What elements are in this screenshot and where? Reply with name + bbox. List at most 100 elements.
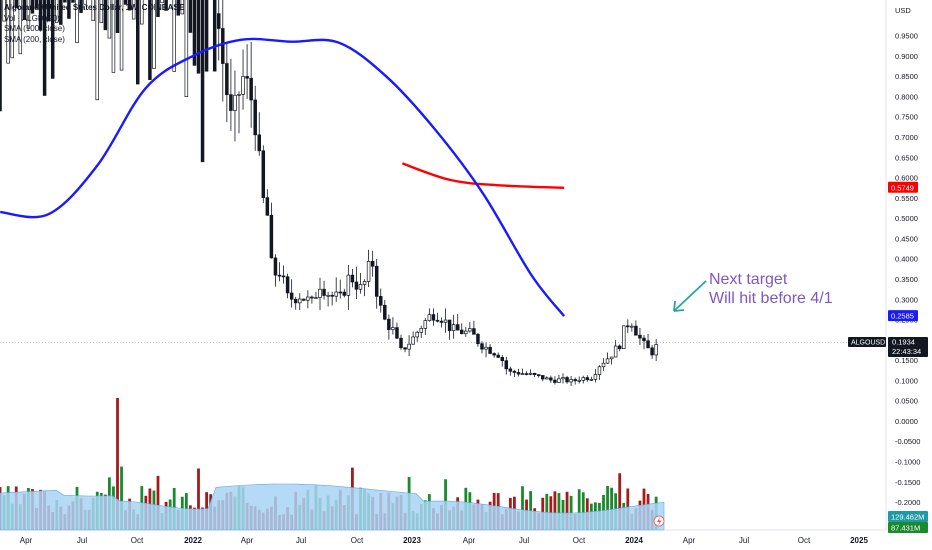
volume-ma-badge: 87.431M: [888, 522, 928, 533]
candle-body-down: [67, 0, 71, 19]
candle-body-down: [342, 291, 347, 296]
candle: [354, 266, 359, 300]
annotation-arrow-shaft: [673, 280, 707, 312]
candle-body-down: [638, 334, 642, 339]
time-tick-label: 2023: [403, 536, 421, 545]
candle-body-down: [383, 304, 387, 320]
volume-bar-up: [521, 486, 524, 530]
candle: [14, 0, 19, 8]
sma200-badge-text: 0.5749: [891, 183, 914, 192]
symbol-title[interactable]: Algorand / United States Dollar, 1W, COI…: [4, 3, 185, 12]
candle-body-down: [387, 318, 391, 330]
price-tick-label: 0.3500: [895, 275, 918, 284]
candle-body-down: [399, 337, 403, 349]
candle: [2, 0, 6, 22]
volume-bar-down: [116, 398, 119, 530]
candle: [638, 327, 642, 345]
candle-body-down: [617, 345, 622, 350]
candle-body-up: [569, 379, 573, 383]
candle-body-up: [241, 76, 245, 95]
candle-body-down: [79, 0, 83, 13]
candle-body-down: [265, 197, 270, 216]
candle-body-up: [411, 336, 415, 345]
price-tick-label: 0.8000: [895, 92, 918, 101]
candle-body-down: [200, 0, 205, 163]
candle-body-down: [350, 274, 355, 283]
candle-body-down: [71, 0, 75, 3]
sma100-legend[interactable]: SMA (100, close): [4, 24, 65, 33]
candle-body-up: [415, 331, 419, 338]
candle-body-up: [172, 0, 176, 72]
candle: [212, 0, 217, 72]
candle-body-down: [549, 377, 553, 381]
candle-body-up: [334, 291, 338, 297]
price-tick-label: 0.0500: [895, 397, 918, 406]
candle: [322, 280, 326, 300]
candle-body-down: [492, 353, 496, 356]
price-tick-label: 0.1500: [895, 356, 918, 365]
candle: [342, 288, 347, 298]
candle: [306, 290, 310, 309]
candle: [18, 0, 23, 55]
candle: [597, 365, 602, 380]
candle: [524, 371, 529, 376]
volume-bar-down: [197, 468, 200, 530]
candle-body-down: [281, 275, 286, 278]
candle-body-down: [204, 0, 209, 72]
candle: [6, 0, 10, 64]
candle: [476, 333, 480, 347]
candle: [289, 279, 294, 308]
candle: [334, 277, 338, 302]
candle: [460, 323, 464, 335]
candle-body-down: [488, 346, 492, 354]
candle: [391, 317, 395, 335]
candle-body-up: [111, 0, 116, 73]
candle-body-up: [91, 0, 95, 21]
candle: [593, 369, 598, 383]
currency-label: USD: [895, 6, 911, 15]
candle: [516, 368, 521, 377]
candle: [545, 376, 549, 380]
candle-body-down: [476, 333, 480, 345]
chart-legend: Algorand / United States Dollar, 1W, COI…: [4, 3, 184, 45]
volume-ma-area: [0, 483, 665, 531]
time-tick-label: Oct: [573, 536, 586, 545]
candle: [374, 258, 379, 309]
candle-body-up: [654, 344, 658, 356]
candle-body-down: [536, 374, 541, 376]
candle: [500, 355, 505, 367]
candle: [42, 0, 47, 96]
candle: [358, 272, 363, 294]
sma200-legend[interactable]: SMA (200, close): [4, 34, 65, 44]
candle-body-up: [601, 362, 606, 368]
candle-body-up: [318, 288, 322, 298]
time-tick-label: Apr: [20, 536, 33, 545]
vol-legend[interactable]: Vol · ALGD (20): [4, 13, 61, 23]
candle-body-up: [358, 284, 363, 290]
candle: [549, 375, 553, 383]
candle-body-down: [302, 298, 306, 301]
sma100-badge-text: 0.2585: [891, 312, 914, 321]
price-tick-label: 0.5000: [895, 214, 918, 223]
candle-body-down: [217, 13, 221, 29]
candle: [472, 320, 476, 335]
candle: [196, 0, 201, 74]
candle-body-down: [293, 298, 298, 304]
candle: [387, 314, 391, 340]
candle: [605, 352, 610, 364]
candle-body-up: [630, 325, 634, 328]
time-tick-label: Jul: [296, 536, 306, 545]
candle: [642, 335, 646, 350]
candle-body-up: [545, 377, 549, 380]
time-tick-label: 2025: [850, 536, 868, 545]
candle-body-up: [609, 356, 614, 360]
candle-body-down: [512, 370, 517, 373]
candle: [188, 0, 193, 33]
price-tick-label: 0.0000: [895, 417, 918, 426]
candle: [536, 374, 541, 378]
candle-body-down: [431, 314, 436, 321]
candle: [22, 0, 27, 21]
